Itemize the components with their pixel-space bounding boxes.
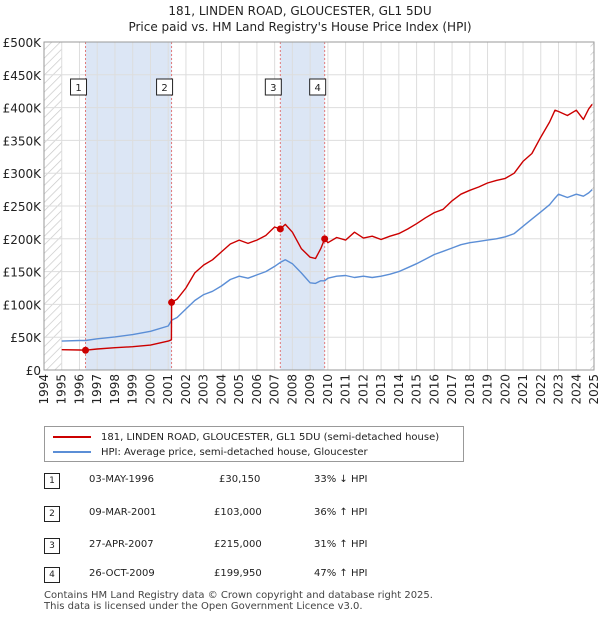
y-tick-label: £250K	[3, 200, 43, 214]
x-tick-label: 2007	[268, 374, 282, 405]
sale-row: 3 27-APR-2007 £215,000 31% ↑ HPI	[44, 538, 464, 554]
y-tick-label: £450K	[3, 69, 43, 83]
sale-row: 1 03-MAY-1996 £30,150 33% ↓ HPI	[44, 473, 464, 489]
x-tick-label: 2014	[392, 374, 406, 405]
x-tick-label: 1994	[37, 374, 51, 405]
legend-swatch-property	[53, 436, 91, 438]
legend-swatch-hpi	[53, 451, 91, 453]
sale-number-badge: 4	[44, 567, 60, 583]
sale-number-badge: 2	[44, 506, 60, 522]
sale-label-box	[156, 78, 174, 96]
x-tick-label: 2010	[321, 374, 335, 405]
x-tick-label: 2018	[463, 374, 477, 405]
chart-legend: 181, LINDEN ROAD, GLOUCESTER, GL1 5DU (s…	[44, 426, 464, 462]
y-tick-label: £50K	[10, 331, 42, 345]
x-tick-label: 2023	[552, 374, 566, 405]
y-tick-label: £150K	[3, 266, 43, 280]
x-tick-label: 2000	[143, 374, 157, 405]
sale-label-text: 2	[161, 83, 167, 94]
x-tick-label: 1995	[55, 374, 69, 405]
x-tick-label: 2009	[303, 374, 317, 405]
x-tick-label: 2003	[197, 374, 211, 405]
sale-number-badge: 3	[44, 538, 60, 554]
x-tick-label: 2001	[161, 374, 175, 405]
x-tick-label: 2021	[516, 374, 530, 405]
x-tick-label: 2020	[498, 374, 512, 405]
sale-hpi-diff: 47% ↑ HPI	[314, 568, 368, 579]
sale-hpi-diff: 33% ↓ HPI	[314, 474, 368, 485]
x-tick-label: 2002	[179, 374, 193, 405]
sale-date: 26-OCT-2009	[89, 568, 155, 579]
x-tick-label: 1998	[108, 374, 122, 405]
legend-label-property: 181, LINDEN ROAD, GLOUCESTER, GL1 5DU (s…	[101, 431, 440, 443]
sale-point	[82, 346, 90, 354]
sale-price: £30,150	[219, 474, 261, 485]
sale-point	[276, 225, 284, 233]
y-tick-label: £350K	[3, 134, 43, 148]
footer-line-1: Contains HM Land Registry data © Crown c…	[44, 590, 433, 601]
y-tick-label: £300K	[3, 167, 43, 181]
x-tick-label: 2006	[250, 374, 264, 405]
x-tick-label: 1999	[126, 374, 140, 405]
y-tick-label: £200K	[3, 233, 43, 247]
x-tick-label: 2017	[445, 374, 459, 405]
price-chart: 1 2 3 4 £0 £50K £100K £150K £200K £250K £300K £350…	[3, 36, 600, 405]
x-tick-label: 2004	[214, 374, 228, 405]
hpi-line	[61, 189, 593, 342]
legend-label-hpi: HPI: Average price, semi-detached house,…	[101, 446, 368, 458]
x-tick-label: 2005	[232, 374, 246, 405]
x-tick-label: 2025	[587, 374, 600, 405]
sale-row: 4 26-OCT-2009 £199,950 47% ↑ HPI	[44, 567, 464, 583]
x-tick-label: 2016	[427, 374, 441, 405]
y-tick-label: £500K	[3, 36, 43, 50]
y-tick-label: £400K	[3, 102, 43, 116]
sale-label-box	[70, 78, 88, 96]
y-tick-label: £100K	[3, 298, 43, 312]
chart-title: 181, LINDEN ROAD, GLOUCESTER, GL1 5DU	[168, 4, 432, 18]
x-tick-label: 2011	[339, 374, 353, 405]
x-tick-label: 2013	[374, 374, 388, 405]
x-tick-label: 1997	[90, 374, 104, 405]
footer-line-2: This data is licensed under the Open Gov…	[44, 601, 363, 612]
sale-number-badge: 1	[44, 473, 60, 489]
sale-date: 03-MAY-1996	[89, 474, 155, 485]
sale-point	[321, 235, 329, 243]
sale-hpi-diff: 36% ↑ HPI	[314, 507, 368, 518]
sale-price: £215,000	[214, 539, 262, 550]
sale-hpi-diff: 31% ↑ HPI	[314, 539, 368, 550]
sale-label-box	[264, 78, 282, 96]
sale-date: 09-MAR-2001	[89, 507, 157, 518]
sale-price: £199,950	[214, 568, 262, 579]
x-tick-label: 2022	[534, 374, 548, 405]
property-price-line	[61, 103, 593, 351]
sale-label-text: 3	[270, 83, 276, 94]
x-tick-label: 2019	[481, 374, 495, 405]
x-tick-label: 1996	[72, 374, 86, 405]
sale-label-box	[309, 78, 327, 96]
x-tick-label: 2008	[285, 374, 299, 405]
footer-note: Contains HM Land Registry data © Crown c…	[44, 590, 433, 612]
sale-label-text: 1	[75, 83, 81, 94]
legend-item-hpi: HPI: Average price, semi-detached house,…	[53, 445, 368, 459]
x-tick-label: 2024	[569, 374, 583, 405]
plot-border	[43, 41, 595, 371]
sale-point	[168, 298, 176, 306]
y-tick-label: £0	[26, 364, 41, 378]
sale-price: £103,000	[214, 507, 262, 518]
sale-date: 27-APR-2007	[89, 539, 154, 550]
sale-label-text: 4	[314, 83, 320, 94]
x-tick-label: 2015	[410, 374, 424, 405]
legend-item-property: 181, LINDEN ROAD, GLOUCESTER, GL1 5DU (s…	[53, 430, 439, 444]
chart-subtitle: Price paid vs. HM Land Registry's House …	[128, 20, 472, 34]
x-tick-label: 2012	[356, 374, 370, 405]
sale-row: 2 09-MAR-2001 £103,000 36% ↑ HPI	[44, 506, 464, 522]
